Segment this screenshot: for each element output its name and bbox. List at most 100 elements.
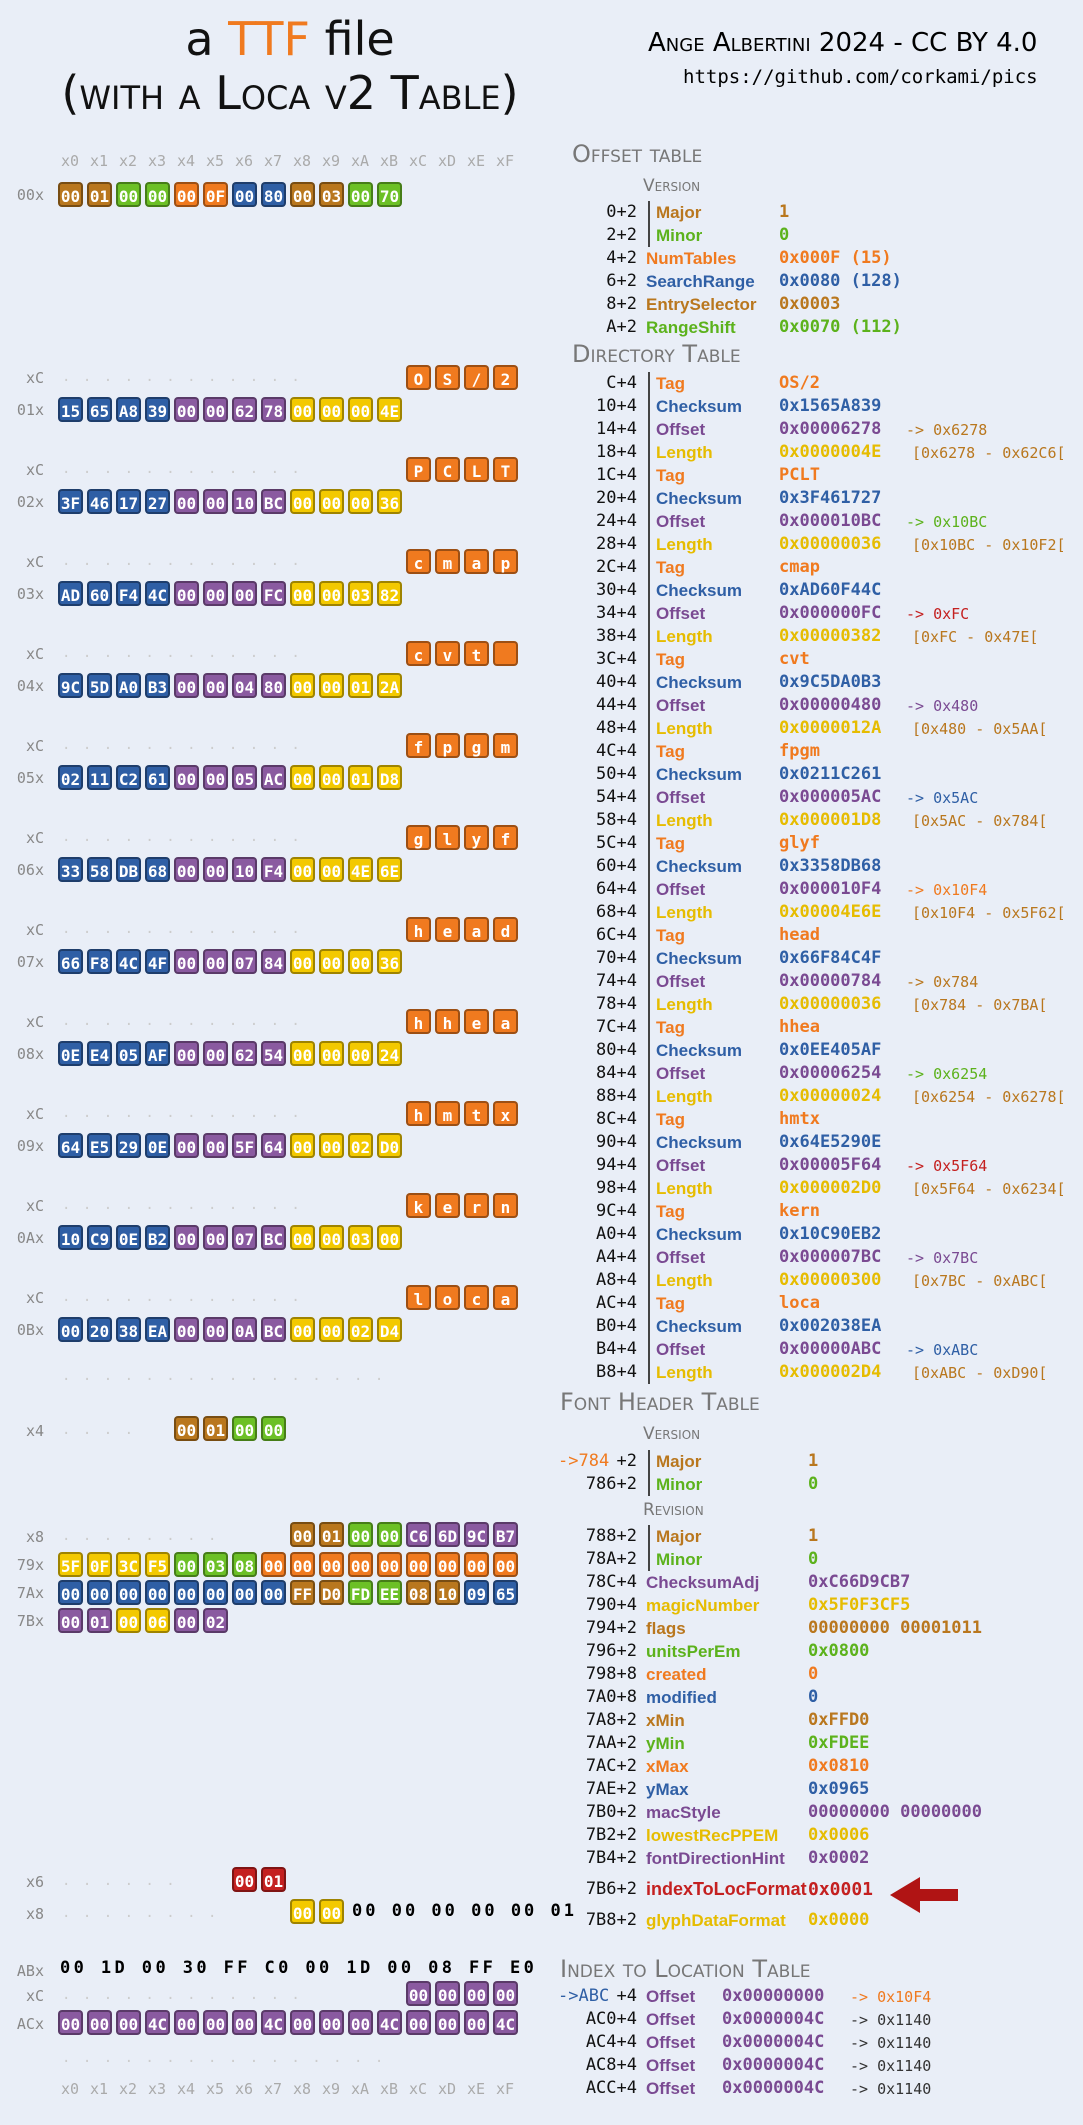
offset-label: 30+4: [596, 580, 637, 600]
divider: [648, 1269, 650, 1292]
subsection-title: Revision: [643, 1500, 704, 1520]
hex-byte: 0E: [145, 1133, 170, 1158]
hex-byte: e: [435, 917, 460, 942]
hex-byte: 00: [290, 489, 315, 514]
column-label: x3: [147, 152, 167, 170]
hex-byte: 01: [348, 765, 373, 790]
field-note: -> 0x1140: [850, 2080, 932, 2098]
dots-filler: . . . . . . . . . . . .: [62, 829, 302, 845]
hex-byte: 78: [261, 397, 286, 422]
hex-byte: 00: [290, 2010, 315, 2035]
hex-byte: 00: [406, 1552, 431, 1577]
hex-byte: 00: [174, 765, 199, 790]
offset-label: 8C+4: [596, 1109, 637, 1129]
column-label: x8: [292, 2080, 312, 2098]
field-name: Tag: [656, 1018, 685, 1037]
hex-byte: 00: [435, 2010, 460, 2035]
offset-label: A0+4: [596, 1224, 637, 1244]
row-label: xC: [25, 369, 44, 387]
hex-byte: 10: [58, 1225, 83, 1250]
offset-label: C+4: [606, 373, 637, 393]
hex-byte: h: [406, 917, 431, 942]
hex-byte: 4C: [493, 2010, 518, 2035]
offset-label: 38+4: [596, 626, 637, 646]
hex-byte: 02: [348, 1133, 373, 1158]
offset-label: 2C+4: [596, 557, 637, 577]
section-title: Offset table: [572, 140, 703, 168]
field-value: 1: [808, 1526, 819, 1546]
glyph-rest-bytes: 00 00 00 00 00 01: [352, 1901, 577, 1921]
hex-byte: 4F: [145, 949, 170, 974]
row-label: 08x: [16, 1045, 44, 1063]
field-note: -> 0x1140: [850, 2011, 932, 2029]
dots-filler: . . . . . . . .: [62, 1528, 219, 1544]
column-label: xE: [466, 152, 486, 170]
hex-byte: 00: [203, 397, 228, 422]
hex-byte: 00: [203, 581, 228, 606]
divider: [648, 1473, 650, 1496]
offset-label: 78C+4: [585, 1572, 637, 1592]
offset-label: 7B8+2: [585, 1910, 637, 1930]
field-name: Length: [656, 719, 713, 738]
field-value: 0x00000300: [779, 1270, 882, 1290]
offset-label: 64+4: [596, 879, 637, 899]
field-value: 0x3358DB68: [779, 856, 882, 876]
hex-byte: 00: [406, 1981, 431, 2006]
field-name: Major: [656, 203, 702, 222]
field-name: Offset: [656, 1248, 706, 1267]
offset-pointer: ->784: [558, 1451, 610, 1471]
hex-byte: 10: [232, 489, 257, 514]
hex-byte: y: [464, 825, 489, 850]
hex-byte: 00: [290, 949, 315, 974]
hex-byte: 00: [319, 1133, 344, 1158]
field-value: 0x1565A839: [779, 396, 882, 416]
hex-byte: 00: [203, 2010, 228, 2035]
hex-byte: 00: [290, 581, 315, 606]
hex-byte: C6: [406, 1522, 431, 1547]
hex-byte: 00: [319, 857, 344, 882]
hex-byte: 00: [203, 1317, 228, 1342]
field-name: unitsPerEm: [646, 1642, 741, 1661]
divider: [648, 201, 650, 224]
field-note: [0x6254 - 0x6278[: [912, 1088, 1066, 1106]
hex-byte: 00: [319, 949, 344, 974]
field-name: yMin: [646, 1734, 685, 1753]
hex-byte: 62: [232, 1041, 257, 1066]
field-note: -> 0x1140: [850, 2057, 932, 2075]
url-link[interactable]: https://github.com/corkami/pics: [683, 66, 1038, 88]
offset-label: +2: [616, 1451, 637, 1471]
hex-byte: 00: [493, 1552, 518, 1577]
field-value: cvt: [779, 649, 810, 669]
hex-byte: 00: [348, 1522, 373, 1547]
hex-byte: 00: [203, 765, 228, 790]
field-name: macStyle: [646, 1803, 721, 1822]
hex-byte: 00: [203, 949, 228, 974]
field-name: Tag: [656, 834, 685, 853]
field-value: 0x00000024: [779, 1086, 882, 1106]
field-value: 0xFDEE: [808, 1733, 870, 1753]
field-name: xMax: [646, 1757, 689, 1776]
offset-label: 74+4: [596, 971, 637, 991]
row-label: xC: [25, 1987, 44, 2005]
field-value: 0x000000FC: [779, 603, 882, 623]
divider: [648, 740, 650, 763]
offset-label: 7C+4: [596, 1017, 637, 1037]
offset-label: 7B2+2: [585, 1825, 637, 1845]
hex-byte: FD: [348, 1580, 373, 1605]
hex-byte: 03: [319, 182, 344, 207]
divider: [648, 1223, 650, 1246]
divider: [648, 579, 650, 602]
hex-byte: 00: [203, 1133, 228, 1158]
hex-byte: 00: [377, 1552, 402, 1577]
column-label: xE: [466, 2080, 486, 2098]
divider: [648, 1246, 650, 1269]
hex-byte: 68: [145, 857, 170, 882]
row-label: 0Bx: [16, 1321, 44, 1339]
field-name: Checksum: [656, 1225, 742, 1244]
divider: [648, 1177, 650, 1200]
field-value: 00000000 00000000: [808, 1802, 982, 1822]
hex-byte: k: [406, 1193, 431, 1218]
offset-label: 20+4: [596, 488, 637, 508]
offset-label: 1C+4: [596, 465, 637, 485]
field-name: Offset: [646, 2033, 696, 2052]
